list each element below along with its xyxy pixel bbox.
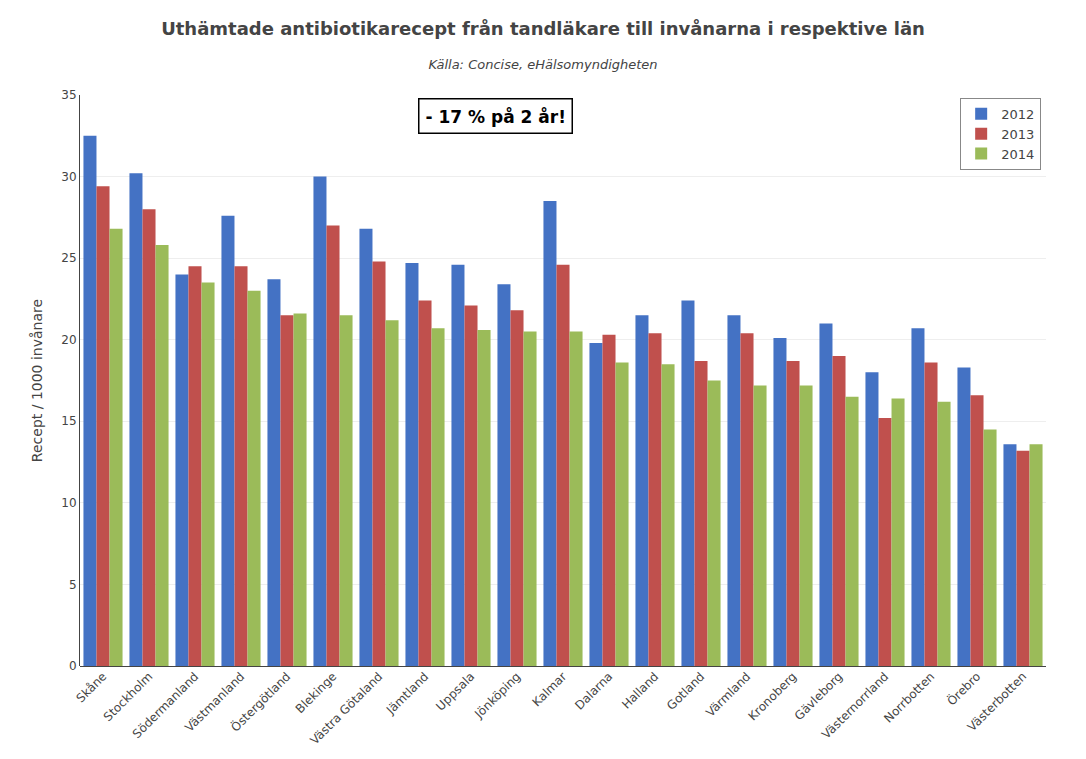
svg-text:Recept / 1000 invånare: Recept / 1000 invånare (29, 299, 45, 462)
svg-text:35: 35 (61, 88, 76, 102)
svg-text:Östergötland: Östergötland (227, 668, 294, 735)
svg-text:Gävleborg: Gävleborg (792, 669, 846, 723)
svg-text:Källa: Concise, eHälsomyndighe: Källa: Concise, eHälsomyndigheten (428, 57, 657, 72)
svg-text:30: 30 (61, 170, 76, 184)
svg-text:Västra Götaland: Västra Götaland (307, 669, 385, 747)
svg-text:Västernorrland: Västernorrland (819, 669, 891, 741)
svg-text:Gotland: Gotland (664, 669, 707, 712)
svg-text:10: 10 (61, 496, 76, 510)
svg-text:Skåne: Skåne (74, 669, 110, 705)
svg-text:5: 5 (69, 578, 77, 592)
svg-text:Södermanland: Södermanland (130, 669, 202, 741)
svg-text:Örebro: Örebro (943, 668, 983, 708)
svg-text:Värmland: Värmland (703, 669, 753, 719)
svg-text:Blekinge: Blekinge (293, 669, 340, 716)
svg-text:Jämtland: Jämtland (383, 669, 431, 717)
svg-text:2012: 2012 (1001, 107, 1034, 122)
svg-text:2013: 2013 (1001, 127, 1034, 142)
svg-text:Dalarna: Dalarna (572, 669, 615, 712)
svg-text:15: 15 (61, 414, 76, 428)
svg-text:Kronoberg: Kronoberg (746, 669, 800, 723)
svg-text:20: 20 (61, 333, 76, 347)
svg-text:Norrbotten: Norrbotten (881, 669, 937, 725)
svg-text:Uppsala: Uppsala (433, 669, 477, 713)
svg-text:Stockholm: Stockholm (101, 669, 156, 724)
svg-text:Kalmar: Kalmar (530, 669, 570, 709)
svg-text:0: 0 (69, 659, 77, 673)
svg-text:Västerbotten: Västerbotten (965, 669, 1030, 734)
svg-text:Halland: Halland (619, 669, 661, 711)
svg-text:25: 25 (61, 251, 76, 265)
svg-text:2014: 2014 (1001, 147, 1034, 162)
svg-text:Uthämtade antibiotikarecept fr: Uthämtade antibiotikarecept från tandläk… (161, 18, 925, 39)
svg-text:- 17 % på 2 år!: - 17 % på 2 år! (426, 106, 566, 127)
svg-text:Jönköping: Jönköping (471, 669, 523, 721)
svg-text:Västmanland: Västmanland (182, 669, 247, 734)
